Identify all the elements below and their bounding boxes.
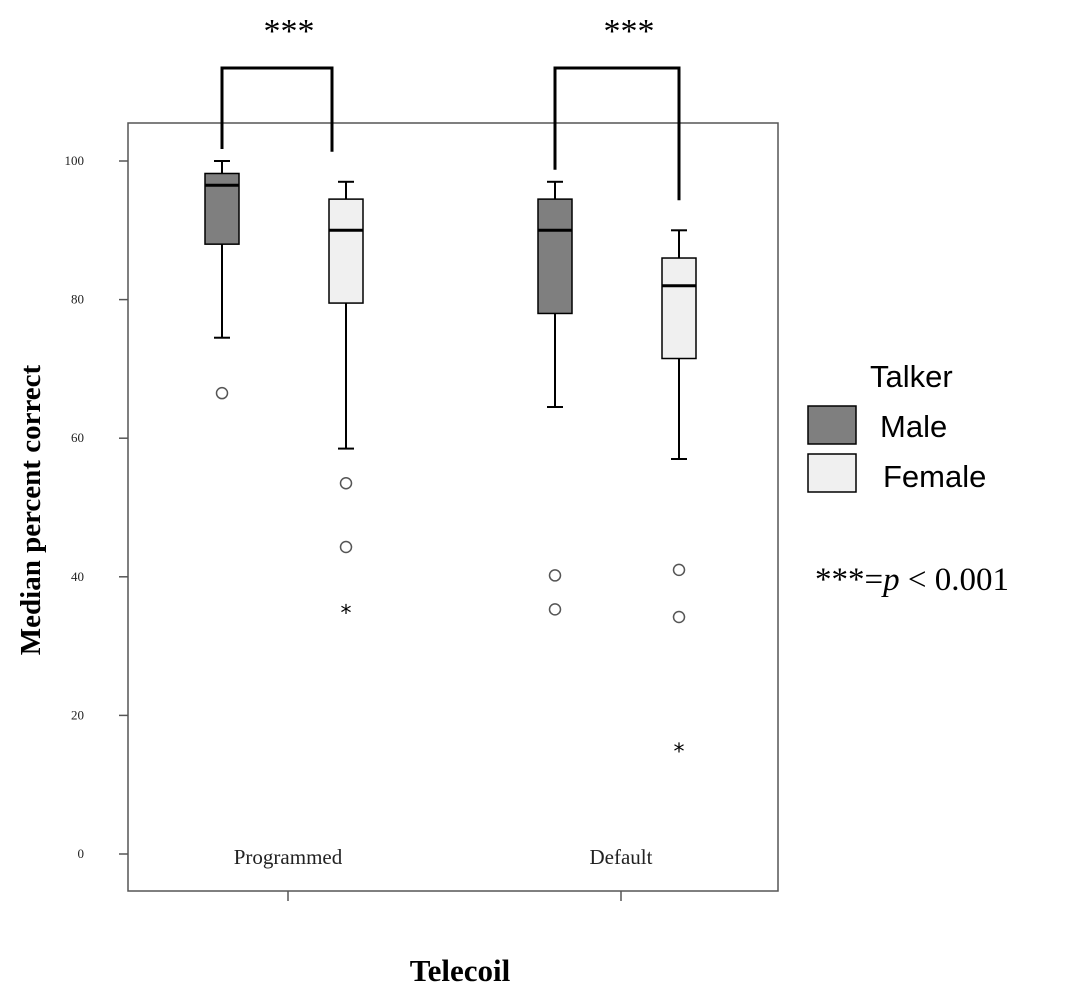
significance-label: *** <box>604 13 655 50</box>
plot-frame <box>127 122 779 892</box>
outlier-point <box>339 476 353 490</box>
x-tick-label: Default <box>590 845 653 869</box>
y-axis-label: Median percent correct <box>15 364 47 655</box>
y-tick-label: 100 <box>65 153 85 168</box>
iqr-box <box>537 198 573 315</box>
iqr-box <box>661 257 697 360</box>
box-female-default: * <box>661 229 697 765</box>
significance-bracket <box>553 66 681 201</box>
extreme-point: * <box>674 740 685 765</box>
y-tick-label: 20 <box>71 707 84 722</box>
x-axis-label: Telecoil <box>410 953 511 988</box>
outlier-point <box>215 386 229 400</box>
box-female-programmed: * <box>328 180 364 626</box>
y-axis-ticks: 0 20 40 60 80 100 <box>65 153 128 861</box>
significance-brackets: *** *** <box>220 13 681 201</box>
p-value-annotation: ***=p < 0.001 <box>815 562 1009 598</box>
legend-label-female: Female <box>883 459 986 494</box>
outlier-point <box>548 569 562 582</box>
box-male-default <box>537 180 573 616</box>
legend-label-male: Male <box>880 409 947 444</box>
p-annotation-threshold: < 0.001 <box>900 562 1009 598</box>
significance-bracket <box>220 66 334 152</box>
outlier-point <box>672 563 686 577</box>
significance-label: *** <box>264 13 315 50</box>
y-tick-label: 60 <box>71 430 84 445</box>
x-axis-ticks: Programmed Default <box>234 845 653 901</box>
y-tick-label: 40 <box>71 569 84 584</box>
extreme-point: * <box>341 601 352 626</box>
legend-swatch-female <box>807 453 857 493</box>
legend: Talker Male Female <box>807 359 986 494</box>
x-tick-label: Programmed <box>234 845 343 869</box>
legend-swatch-male <box>807 405 857 445</box>
legend-title: Talker <box>870 359 953 394</box>
p-annotation-stars: ***= <box>815 562 883 598</box>
outlier-point <box>548 603 562 616</box>
y-tick-label: 0 <box>78 846 85 861</box>
outlier-point <box>339 540 353 554</box>
y-tick-label: 80 <box>71 292 84 307</box>
box-male-programmed <box>204 160 240 400</box>
iqr-box <box>328 198 364 304</box>
outlier-point <box>672 610 686 624</box>
box-series: ** <box>204 160 697 765</box>
p-annotation-p: p <box>881 562 900 598</box>
